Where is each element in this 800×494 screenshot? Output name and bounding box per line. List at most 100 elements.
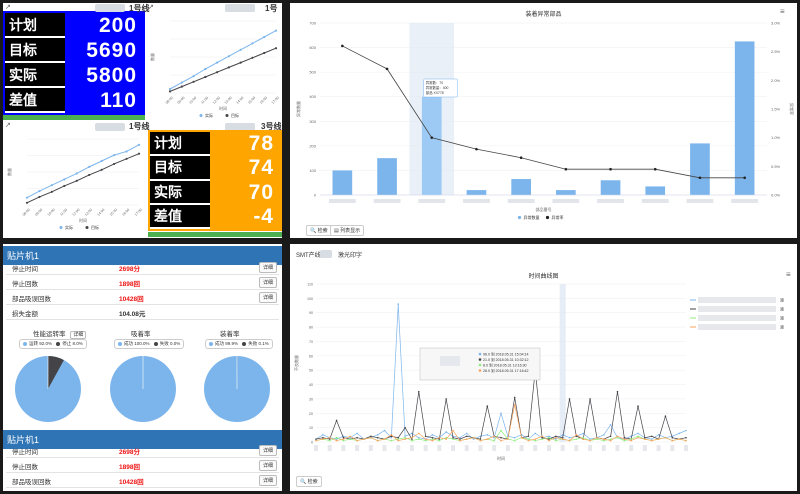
data-point [263,51,266,55]
legend-label: 目标 [91,224,99,230]
data-point [534,438,537,440]
detail-button[interactable]: 详细 [258,445,277,456]
data-point [671,436,674,439]
bar [734,41,755,195]
x-tick-chip [492,445,497,451]
search-button[interactable]: 🔍 检索 [296,476,322,487]
row-value: 10428回 [119,478,144,486]
data-point [342,439,345,442]
target-value: 5690 [86,38,137,62]
data-point [63,184,66,188]
data-point [216,71,219,74]
data-point [685,429,687,432]
tab-smt[interactable]: SMT产线 [296,253,321,259]
row-value: 2698分 [119,448,140,456]
legend-label: 液 [780,315,784,321]
rate-point [743,176,746,180]
legend-chip [698,315,776,321]
tab-laser[interactable]: 激光印字 [338,253,363,259]
legend-label: 液 [780,324,784,330]
menu-icon[interactable]: ≡ [780,7,785,16]
detail-button[interactable]: 详细 [258,292,277,303]
detail-button[interactable]: 详细 [258,277,277,288]
data-point [125,157,128,160]
data-point [507,438,509,440]
data-point [548,439,550,442]
y-tick-label: 60 [309,354,313,358]
timeline-panel: SMT产线 激光印字 时间曲线图 ≡ 0 10 20 30 40 50 60 70 80 90 10… [290,244,797,491]
data-point [397,439,400,442]
stop-count-row: 停止回数 1898回 详细 [6,459,279,473]
detail-button[interactable]: 详细 [258,262,277,273]
rate-point [341,44,344,48]
x-tick-chip [615,445,620,451]
reset-button[interactable]: 🔍 检索 [306,225,332,236]
data-point [575,438,578,440]
data-point [678,438,680,440]
x-tick-chip [684,445,688,451]
x-tick-label: 10:00 [47,208,56,217]
data-point [216,61,219,64]
x-tick-label: 16:00 [259,96,268,105]
search-button-label: 检索 [307,479,318,485]
menu-icon[interactable]: ≡ [786,270,791,279]
timeline-title: 时间曲线图 [528,274,559,280]
x-tick-label: 08:00 [22,208,31,217]
detail-button[interactable]: 详细 [258,460,277,471]
data-point [513,396,516,399]
data-point [390,435,393,438]
tooltip-marker [478,352,482,356]
detail-button[interactable]: 详细 [70,331,87,339]
series-line [26,153,140,204]
section-header: 贴片机1 [3,430,282,449]
legend-label: 液 [780,306,784,312]
data-point [534,439,537,442]
data-point [493,435,495,438]
data-point [63,178,66,181]
pareto-panel: 装着异常部品 ≡ 0 100 200 300 400 500 600 700 0.0% 0.5% 1… [290,3,797,238]
data-point [637,432,639,435]
data-point [431,436,434,439]
bar [645,186,666,195]
x-tick-chip [670,445,675,451]
data-point [417,390,420,393]
y-tick-label: 30 [309,397,313,401]
chart-icon[interactable]: ↗ [5,122,11,129]
y-tick-label: 0 [314,193,317,198]
bar [511,179,531,195]
trend1-title-chip [225,4,255,12]
y-tick-label: 70 [309,340,313,344]
y-right-tick-label: 0.5% [771,164,781,169]
trend1-chart: 数量 08:00 09:00 10:00 11:00 12:00 13:00 14:00 15:… [149,20,280,118]
legend-marker [85,226,89,229]
data-point [609,439,612,442]
data-point [322,434,324,436]
y-tick-label: 20 [309,412,313,416]
data-point [50,190,53,193]
data-point [589,438,591,440]
data-point [541,438,543,440]
list-view-button[interactable]: ▤ 列表显示 [330,225,365,236]
mounter-panel: 贴片机1 停止时间 2698分 详细 停止回数 1898回 详细 部品吸误回数 … [3,244,282,491]
diff-label: 差值 [150,204,210,229]
chart-icon[interactable]: ↗ [148,4,154,11]
plan-value: 78 [248,132,274,156]
x-tick-chip [451,445,456,451]
data-point [356,439,358,442]
legend-text: 运转 92.0% [29,341,53,346]
y-right-tick-label: 2.5% [771,49,781,54]
legend-label: 液 [780,297,784,303]
x-tick-chip [507,199,535,203]
tooltip-text: 8.0 到 2018.05.31 13:16:30 [483,363,527,368]
plan-label: 计划 [5,13,65,38]
x-tick-chip [731,199,759,203]
data-point [390,434,393,436]
data-point [486,405,489,407]
chart-icon[interactable]: ↗ [5,4,11,11]
data-point [75,179,78,182]
detail-button[interactable]: 详细 [258,475,277,486]
row-label: 停止时间 [12,448,38,456]
data-point [438,436,441,439]
tooltip-text: 21.0 到 2018.05.31 10:32:12 [483,357,529,362]
x-tick-label: 16:00 [121,208,130,217]
